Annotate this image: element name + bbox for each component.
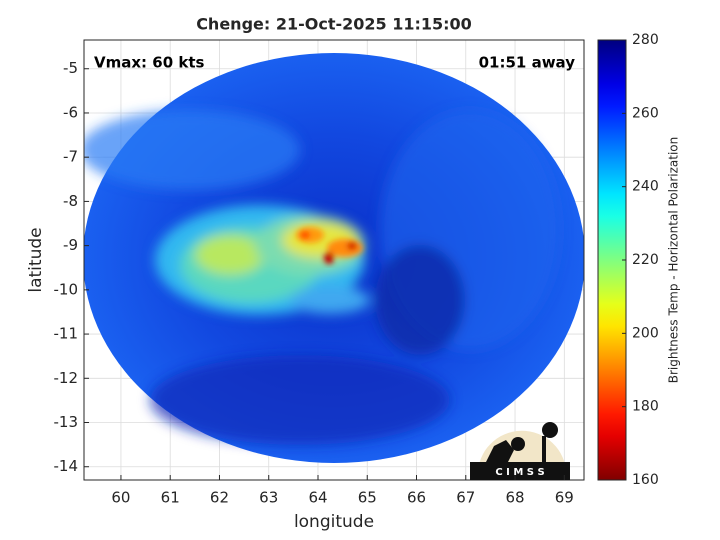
y-tick-label: -11: [54, 325, 79, 343]
x-tick-label: 61: [161, 489, 180, 507]
y-tick-label: -8: [63, 192, 78, 210]
colorbar-label: Brightness Temp - Horizontal Polarizatio…: [667, 137, 681, 384]
satellite-image: [84, 53, 584, 463]
chart-title: Chenge: 21-Oct-2025 11:15:00: [196, 15, 472, 34]
y-tick-label: -5: [63, 59, 78, 77]
colorbar: [597, 39, 627, 481]
y-axis-label: latitude: [26, 227, 46, 292]
y-tick-label: -14: [54, 457, 79, 475]
axes-box: [83, 39, 585, 481]
y-tick-label: -13: [54, 413, 79, 431]
colorbar-tick-label: 180: [632, 399, 659, 415]
colorbar-tick-label: 160: [632, 472, 659, 488]
colorbar-tick-label: 260: [632, 105, 659, 121]
logo-text: C I M S S: [495, 467, 544, 478]
y-tick-label: -9: [63, 236, 78, 254]
cimss-logo: C I M S S: [470, 422, 570, 480]
y-tick-label: -6: [63, 103, 78, 121]
x-tick-label: 68: [505, 489, 524, 507]
colorbar-tick-label: 240: [632, 179, 659, 195]
y-tick-label: -12: [54, 369, 79, 387]
x-tick-label: 66: [407, 489, 426, 507]
convection: [296, 227, 363, 264]
y-tick-label: -10: [54, 280, 79, 298]
x-tick-label: 63: [259, 489, 278, 507]
x-tick-label: 60: [111, 489, 130, 507]
cloud-bands: [84, 110, 560, 445]
y-tick-label: -7: [63, 148, 78, 166]
annotation: 01:51 away: [479, 54, 576, 72]
colorbar-tick-label: 280: [632, 32, 659, 48]
x-tick-label: 64: [308, 489, 327, 507]
x-tick-label: 65: [358, 489, 377, 507]
x-axis-label: longitude: [294, 512, 374, 532]
x-tick-label: 62: [210, 489, 229, 507]
x-tick-label: 67: [456, 489, 475, 507]
x-tick-label: 69: [555, 489, 574, 507]
colorbar-tick-label: 200: [632, 325, 659, 341]
annotation: Vmax: 60 kts: [94, 54, 204, 72]
colorbar-tick-label: 220: [632, 252, 659, 268]
